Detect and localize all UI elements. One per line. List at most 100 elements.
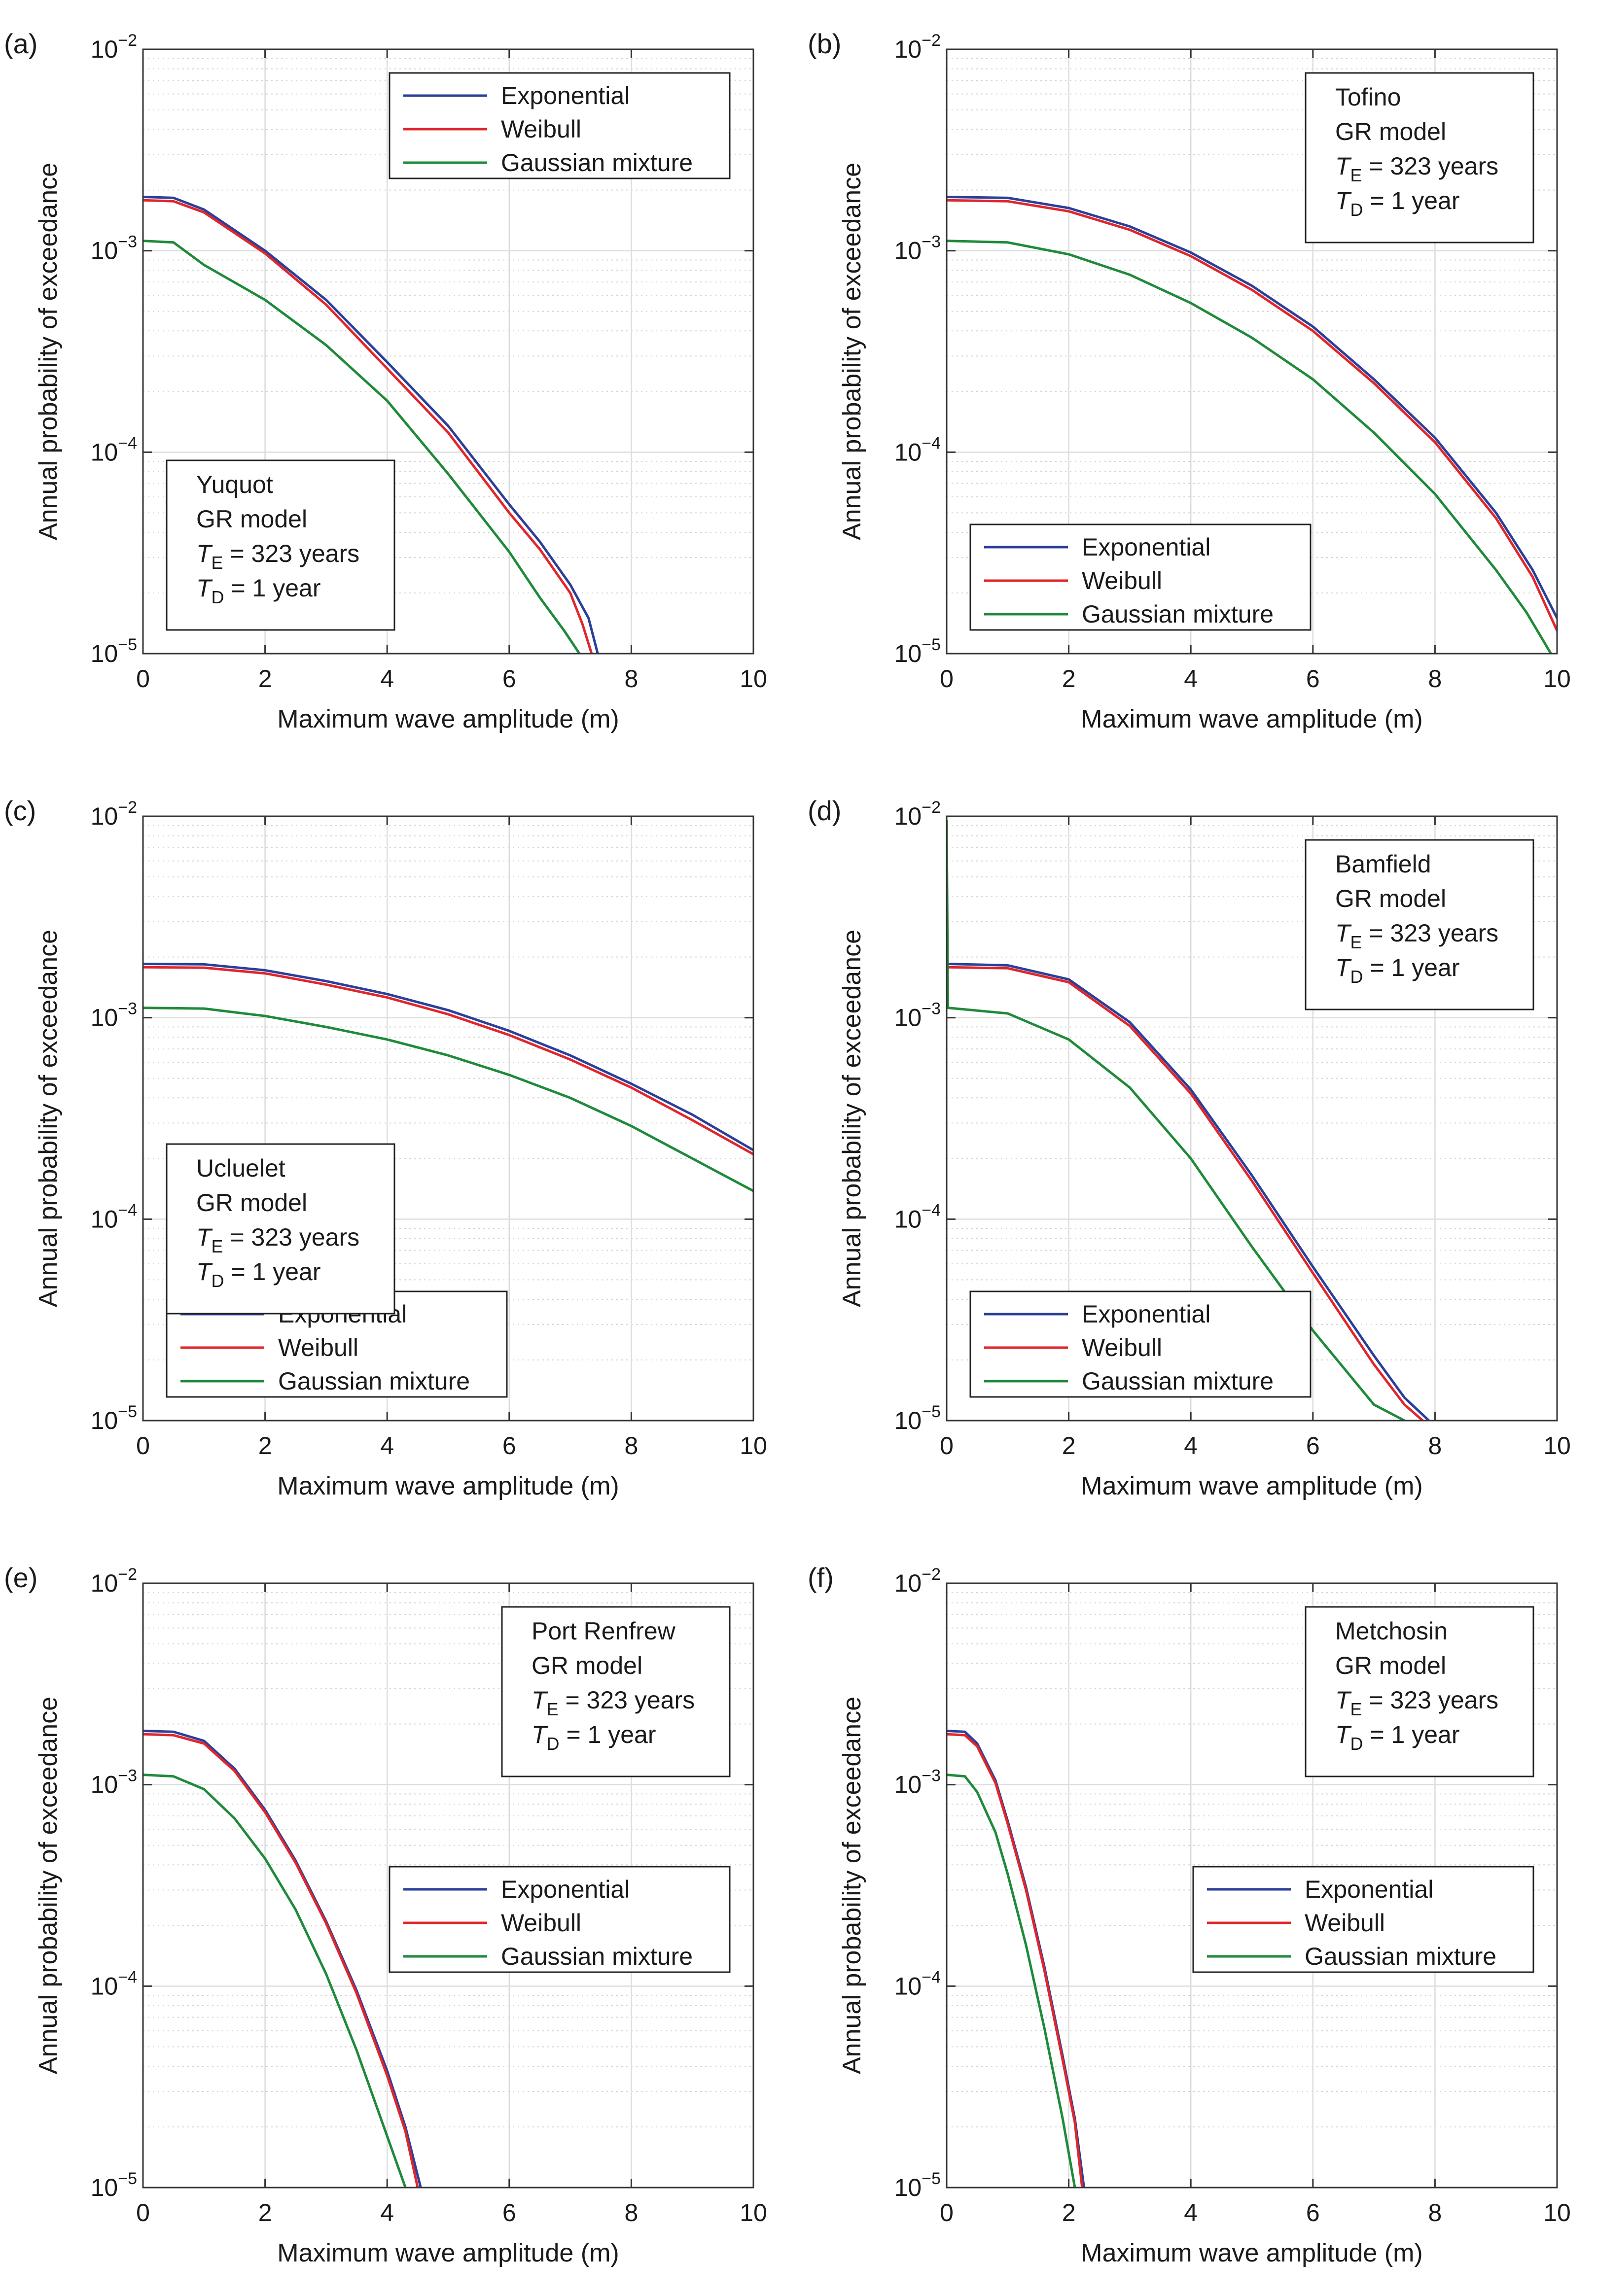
te-line: TE = 323 years (1335, 919, 1498, 952)
legend-entry: Weibull (1305, 1909, 1385, 1937)
td-value: = 1 year (1363, 1721, 1460, 1748)
legend-entry: Gaussian mixture (1082, 1367, 1274, 1395)
series-group (143, 963, 753, 1192)
td-subscript: D (212, 1271, 224, 1291)
x-tick-value: 4 (1184, 1432, 1198, 1460)
x-tick-value: 4 (380, 2199, 394, 2226)
x-tick-label: 10 (740, 665, 767, 693)
legend: Exponential Weibull Gaussian mixture (1192, 1866, 1534, 1973)
td-line: TD = 1 year (1335, 187, 1460, 220)
x-tick-label: 0 (136, 665, 150, 693)
model-name: GR model (1335, 1652, 1446, 1679)
te-line: TE = 323 years (196, 540, 359, 573)
axes-frame (142, 48, 754, 655)
site-name: Port Renfrew (532, 1617, 676, 1645)
legend-entry-label: Exponential (501, 82, 630, 109)
te-value: = 323 years (1362, 919, 1499, 947)
y-tick-label: 10−5 (894, 2169, 941, 2201)
site-name: Ucluelet (196, 1154, 285, 1182)
series-line-weibull (143, 199, 593, 654)
td-symbol: T (532, 1721, 548, 1748)
y-tick-base: 10 (894, 1569, 922, 1597)
y-tick-label: 10−2 (91, 1565, 137, 1597)
x-axis-label-text: Maximum wave amplitude (m) (1081, 705, 1423, 733)
x-tick-value: 0 (136, 2199, 150, 2226)
y-tick-label: 10−2 (91, 31, 137, 63)
legend-entry-label: Weibull (501, 115, 581, 143)
legend-entry: Exponential (1082, 1300, 1210, 1328)
x-tick-label: 4 (380, 665, 394, 693)
x-tick-label: 10 (740, 2199, 767, 2226)
y-axis-label: Annual probability of exceedance (838, 1697, 866, 2074)
y-tick-exponent: −5 (118, 635, 137, 654)
x-tick-label: 2 (1062, 2199, 1076, 2226)
td-symbol: T (1335, 1721, 1352, 1748)
axes-frame (142, 1582, 754, 2189)
y-tick-exponent: −3 (922, 1767, 941, 1785)
x-tick-value: 8 (624, 665, 638, 693)
y-tick-exponent: −4 (922, 1968, 941, 1986)
td-value: = 1 year (224, 1258, 321, 1286)
y-axis-label-text: Annual probability of exceedance (34, 163, 63, 540)
x-tick-value: 10 (740, 1432, 767, 1460)
x-tick-value: 0 (136, 665, 150, 693)
x-tick-value: 0 (136, 1432, 150, 1460)
te-line: TE = 323 years (196, 1223, 359, 1256)
y-axis-label: Annual probability of exceedance (838, 930, 866, 1307)
x-tick-label: 2 (1062, 665, 1076, 693)
x-tick-value: 6 (502, 1432, 516, 1460)
y-tick-exponent: −2 (922, 1565, 941, 1584)
model-name-text: GR model (1335, 118, 1446, 145)
te-symbol: T (196, 1223, 213, 1251)
series-line-gaussian-mixture (947, 240, 1553, 654)
te-subscript: E (1350, 932, 1362, 952)
legend-entry: Gaussian mixture (501, 149, 693, 176)
x-tick-label: 8 (624, 1432, 638, 1460)
legend-entry-label: Weibull (1082, 1334, 1162, 1361)
x-tick-label: 0 (136, 1432, 150, 1460)
y-tick-label: 10−4 (894, 434, 941, 466)
te-symbol: T (1335, 1686, 1352, 1714)
y-tick-exponent: −3 (118, 1767, 137, 1785)
x-tick-label: 6 (1306, 665, 1320, 693)
legend-entry: Weibull (1082, 567, 1162, 594)
y-tick-base: 10 (894, 438, 922, 466)
legend-entry-label: Exponential (501, 1876, 630, 1903)
x-tick-label: 8 (1428, 2199, 1442, 2226)
y-axis-label-text: Annual probability of exceedance (838, 163, 866, 540)
te-subscript: E (212, 1236, 223, 1256)
x-axis-label: Maximum wave amplitude (m) (277, 1472, 619, 1500)
legend-entry: Weibull (278, 1334, 358, 1361)
series-line-weibull (143, 966, 753, 1156)
te-symbol: T (196, 540, 213, 567)
series-line-gaussian-mixture (143, 1774, 407, 2188)
x-tick-label: 2 (1062, 1432, 1076, 1460)
x-tick-value: 10 (1543, 665, 1571, 693)
y-tick-exponent: −2 (922, 798, 941, 817)
x-axis-label-text: Maximum wave amplitude (m) (277, 2239, 619, 2267)
x-tick-value: 6 (1306, 2199, 1320, 2226)
y-tick-base: 10 (894, 640, 922, 667)
te-subscript: E (1350, 165, 1362, 185)
series-line-exponential (143, 963, 753, 1151)
x-tick-label: 10 (1543, 665, 1571, 693)
site-name-text: Ucluelet (196, 1154, 285, 1182)
model-name: GR model (1335, 885, 1446, 912)
td-symbol: T (1335, 954, 1352, 981)
x-tick-label: 4 (380, 1432, 394, 1460)
x-tick-label: 0 (940, 2199, 954, 2226)
panel-label: (d) (808, 795, 841, 826)
y-tick-base: 10 (894, 2174, 922, 2201)
legend-box (389, 72, 731, 179)
x-tick-value: 2 (258, 2199, 272, 2226)
y-tick-base: 10 (91, 1407, 118, 1434)
legend-entry-label: Weibull (278, 1334, 358, 1361)
y-tick-label: 10−2 (894, 798, 941, 830)
y-tick-exponent: −3 (118, 1000, 137, 1018)
model-name-text: GR model (196, 1189, 307, 1217)
x-tick-label: 4 (380, 2199, 394, 2226)
series-group (143, 196, 599, 654)
